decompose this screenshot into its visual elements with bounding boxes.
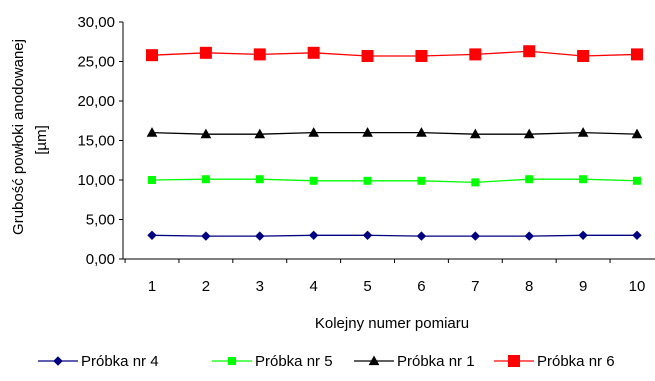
y-tick-label: 20,00: [77, 93, 115, 110]
data-point: [148, 176, 156, 184]
legend-item: Próbka nr 5: [212, 353, 333, 370]
x-axis-title: Kolejny numer pomiaru: [315, 315, 469, 332]
series-2: [148, 175, 641, 187]
x-tick-label: 4: [309, 278, 317, 295]
data-point: [255, 231, 265, 241]
data-point: [631, 48, 643, 61]
data-point: [469, 48, 482, 61]
series-3: [146, 127, 643, 139]
y-axis-title: Grubość powłoki anodowanej: [10, 39, 27, 235]
legend: Próbka nr 4 Próbka nr 5 Próbka nr 1 Próbka …: [38, 353, 615, 370]
legend-label: Próbka nr 5: [255, 353, 333, 370]
x-tick-label: 2: [202, 278, 210, 295]
data-point: [416, 231, 427, 241]
data-point: [633, 176, 641, 185]
data-point: [471, 178, 480, 187]
legend-label: Próbka nr 4: [81, 353, 159, 370]
y-tick-label: 30,00: [77, 14, 115, 31]
data-point: [308, 230, 319, 241]
data-point: [577, 49, 590, 62]
data-point: [362, 230, 373, 241]
x-tick-label: 5: [363, 278, 371, 295]
series-layer: [146, 45, 643, 241]
data-point: [416, 127, 427, 137]
data-point: [147, 230, 157, 241]
data-point: [308, 127, 320, 137]
x-tick-label: 3: [256, 278, 264, 295]
data-point: [578, 230, 588, 241]
data-point: [199, 46, 212, 59]
data-point: [632, 230, 642, 241]
series-line: [151, 178, 638, 184]
data-point: [255, 175, 264, 184]
x-tick-label: 10: [629, 278, 646, 295]
data-point: [254, 128, 266, 139]
legend-item: Próbka nr 6: [494, 353, 615, 370]
series-line: [151, 234, 637, 237]
y-tick-label: 25,00: [77, 54, 115, 71]
data-point: [470, 231, 481, 241]
legend-label: Próbka nr 6: [537, 353, 615, 370]
y-tick-label: 5,00: [86, 212, 115, 229]
data-point: [146, 127, 158, 137]
x-tick-label: 7: [471, 278, 479, 295]
data-point: [579, 175, 588, 184]
legend-marker: [368, 355, 380, 366]
series-1: [147, 230, 642, 241]
data-point: [309, 176, 318, 185]
data-point: [201, 231, 211, 241]
legend-item: Próbka nr 4: [38, 353, 159, 370]
x-tick-label: 9: [579, 278, 587, 295]
data-point: [523, 128, 535, 139]
data-point: [362, 127, 373, 137]
y-tick-label: 15,00: [77, 133, 115, 150]
data-point: [417, 176, 426, 185]
y-tick-label: 10,00: [77, 172, 115, 189]
legend-label: Próbka nr 1: [397, 353, 475, 370]
data-point: [469, 128, 481, 139]
data-point: [631, 128, 643, 139]
y-ticks: 0,00 5,00 10,00 15,00 20,00 25,00 30,00: [77, 14, 123, 268]
x-ticks: 1 2 3 4 5 6 7 8 9 10: [124, 259, 646, 295]
legend-item: Próbka nr 1: [354, 353, 475, 370]
x-tick-label: 1: [148, 278, 156, 295]
series-4: [146, 45, 643, 62]
data-point: [146, 49, 158, 62]
x-tick-label: 6: [417, 278, 425, 295]
data-point: [415, 49, 428, 62]
series-line: [151, 131, 638, 135]
y-axis-unit: [µm]: [33, 125, 50, 154]
y-axis-unit-text: [µm]: [33, 125, 50, 154]
legend-marker: [53, 356, 63, 366]
data-point: [524, 231, 534, 241]
plot-area: 0,00 5,00 10,00 15,00 20,00 25,00 30,00 1 2 3 4 5 6…: [77, 14, 655, 295]
y-axis-title-text: Grubość powłoki anodowanej: [10, 39, 27, 235]
data-point: [200, 128, 212, 139]
data-point: [577, 127, 589, 137]
data-point: [307, 46, 320, 59]
data-point: [361, 49, 374, 62]
y-tick-label: 0,00: [86, 251, 115, 268]
data-point: [363, 176, 372, 185]
data-point: [253, 48, 266, 61]
data-point: [525, 175, 534, 184]
legend-marker: [228, 357, 236, 365]
data-point: [523, 45, 536, 58]
legend-marker: [508, 355, 520, 367]
data-point: [201, 175, 210, 184]
x-tick-label: 8: [525, 278, 533, 295]
series-line: [151, 50, 638, 57]
